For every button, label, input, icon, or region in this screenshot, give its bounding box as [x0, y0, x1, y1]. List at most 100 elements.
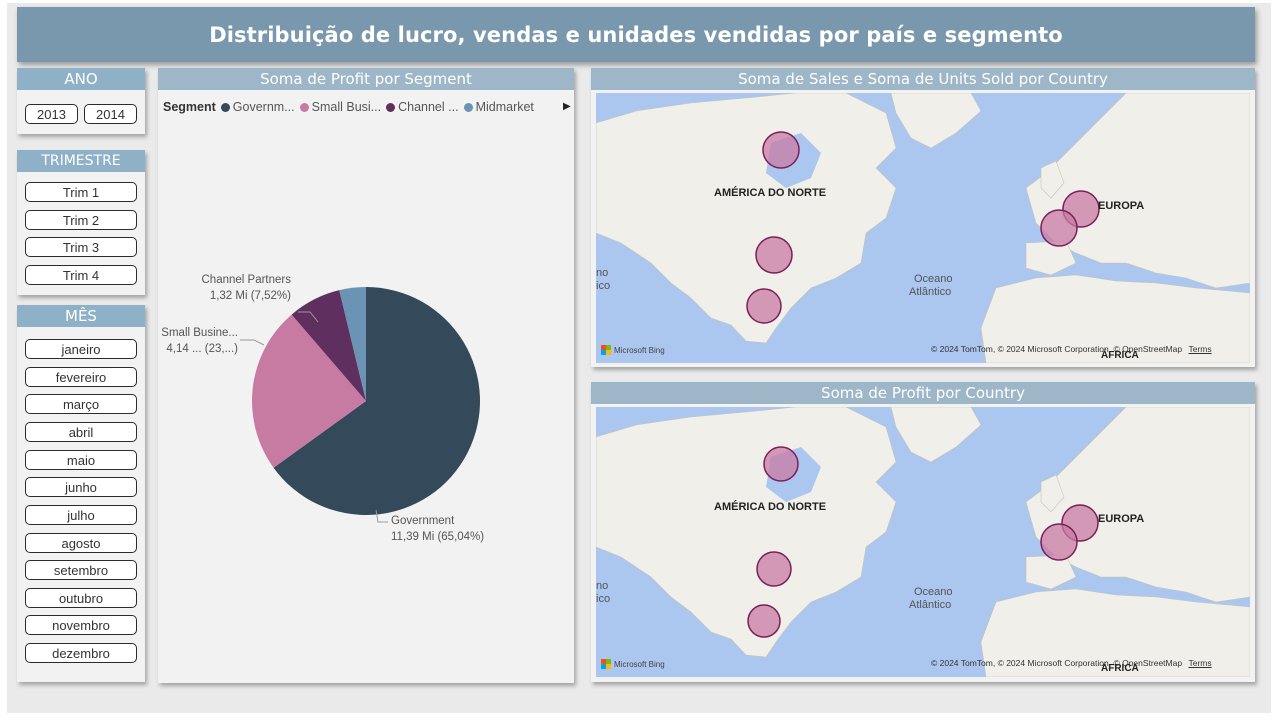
slicer-item-trim1[interactable]: Trim 1: [25, 182, 137, 202]
legend-item-government[interactable]: Governm...: [220, 100, 295, 114]
map-sales-label-america: AMÉRICA DO NORTE: [714, 187, 827, 199]
legend-label-small-business: Small Busi...: [311, 100, 382, 114]
map-sales-label-oceano: Oceano: [914, 273, 953, 285]
slicer-ano: ANO 2013 2014: [17, 68, 145, 134]
map-profit-label-cut1: no: [596, 580, 609, 592]
legend-dot-government: [220, 102, 230, 112]
legend-next-arrow-icon[interactable]: ▶: [563, 101, 571, 112]
map-sales-attribution: © 2024 TomTom, © 2024 Microsoft Corporat…: [931, 344, 1212, 354]
bubble-usa[interactable]: [755, 236, 793, 274]
legend-item-midmarket[interactable]: Midmarket: [463, 100, 534, 114]
slicer-item-trim2[interactable]: Trim 2: [25, 210, 137, 230]
label-small-name: Small Busine...: [161, 327, 238, 339]
bing-logo: Microsoft Bing: [601, 345, 665, 355]
slicer-item-abril[interactable]: abril: [25, 422, 137, 442]
slicer-item-dezembro[interactable]: dezembro: [25, 643, 137, 663]
label-small-value: 4,14 ... (23,...): [166, 343, 238, 355]
slicer-item-outubro[interactable]: outubro: [25, 588, 137, 608]
map-profit-terms-link[interactable]: Terms: [1188, 658, 1212, 668]
bubble-canada[interactable]: [763, 446, 799, 482]
slicer-mes-title: MÊS: [17, 305, 145, 327]
slicer-trimestre-title: TRIMESTRE: [17, 150, 145, 172]
label-channel-value: 1,32 Mi (7,52%): [210, 290, 291, 302]
slicer-item-janeiro[interactable]: janeiro: [25, 339, 137, 359]
legend-label-government: Governm...: [232, 100, 295, 114]
map-profit-title: Soma de Profit por Country: [591, 382, 1255, 404]
label-government-value: 11,39 Mi (65,04%): [391, 531, 484, 543]
slicer-mes: MÊS janeiro fevereiro março abril maio j…: [17, 305, 145, 682]
north-america-land: [596, 407, 897, 658]
slicer-item-2014[interactable]: 2014: [84, 104, 137, 124]
bubble-mexico[interactable]: [747, 604, 781, 638]
map-profit-canvas[interactable]: AMÉRICA DO NORTE EUROPA Oceano Atlântico…: [596, 407, 1250, 677]
pie-slice-small-business[interactable]: [251, 314, 366, 468]
map-profit-label-cut2: ico: [596, 593, 611, 605]
map-sales-visual[interactable]: Soma de Sales e Soma de Units Sold por C…: [591, 68, 1255, 367]
map-profit-attribution: © 2024 TomTom, © 2024 Microsoft Corporat…: [931, 658, 1212, 668]
map-sales-canvas[interactable]: AMÉRICA DO NORTE EUROPA Oceano Atlântico…: [596, 93, 1250, 363]
legend-dot-channel: [386, 102, 396, 112]
bing-logo: Microsoft Bing: [601, 659, 665, 669]
bing-label: Microsoft Bing: [614, 659, 665, 669]
legend-dot-small-business: [299, 102, 309, 112]
map-profit-label-atlantico: Atlântico: [909, 599, 952, 611]
bubble-usa[interactable]: [756, 551, 792, 587]
label-government-name: Government: [391, 515, 455, 527]
map-profit-label-europa: EUROPA: [1098, 513, 1145, 525]
bubble-france[interactable]: [1040, 209, 1078, 247]
slicer-item-maio[interactable]: maio: [25, 450, 137, 470]
uk-land: [1040, 160, 1065, 199]
map-sales-attribution-text: © 2024 TomTom, © 2024 Microsoft Corporat…: [931, 344, 1183, 354]
map-profit-attribution-text: © 2024 TomTom, © 2024 Microsoft Corporat…: [931, 658, 1183, 668]
map-sales-title: Soma de Sales e Soma de Units Sold por C…: [591, 68, 1255, 90]
africa-land: [980, 274, 1250, 363]
slicer-item-trim3[interactable]: Trim 3: [25, 237, 137, 257]
slicer-item-setembro[interactable]: setembro: [25, 560, 137, 580]
slicer-item-trim4[interactable]: Trim 4: [25, 265, 137, 285]
map-profit-geography: [596, 407, 1250, 677]
slicer-item-marco[interactable]: março: [25, 394, 137, 414]
legend-item-small-business[interactable]: Small Busi...: [299, 100, 382, 114]
slicer-item-junho[interactable]: junho: [25, 477, 137, 497]
map-sales-terms-link[interactable]: Terms: [1188, 344, 1212, 354]
slicer-item-novembro[interactable]: novembro: [25, 615, 137, 635]
pie-visual[interactable]: Soma de Profit por Segment Segment Gover…: [158, 68, 574, 683]
legend-label-midmarket: Midmarket: [475, 100, 534, 114]
slicer-trimestre: TRIMESTRE Trim 1 Trim 2 Trim 3 Trim 4: [17, 150, 145, 295]
pie-slice-midmarket[interactable]: [339, 287, 366, 401]
map-sales-label-atlantico: Atlântico: [909, 286, 952, 298]
greenland-land: [890, 407, 982, 463]
slicer-item-agosto[interactable]: agosto: [25, 533, 137, 553]
pie-slice-government[interactable]: [273, 287, 480, 515]
map-sales-geography: [596, 93, 1250, 363]
map-profit-label-america: AMÉRICA DO NORTE: [714, 501, 827, 513]
map-profit-label-africa: ÁFRICA: [1101, 663, 1139, 674]
pie-legend: Segment Governm... Small Busi... Channel…: [163, 100, 571, 114]
map-sales-label-europa: EUROPA: [1098, 200, 1145, 212]
legend-title: Segment: [163, 100, 216, 114]
pie-slice-channel-partners[interactable]: [291, 290, 366, 401]
leader-line-small: [240, 339, 265, 346]
map-sales-label-cut2: ico: [596, 280, 611, 292]
greenland-land: [890, 93, 982, 149]
pie-visual-title: Soma de Profit por Segment: [158, 68, 574, 90]
map-sales-label-cut1: no: [596, 267, 609, 279]
north-america-land: [596, 93, 897, 344]
slicer-item-julho[interactable]: julho: [25, 505, 137, 525]
report-title: Distribuição de lucro, vendas e unidades…: [209, 22, 1063, 47]
bubble-canada[interactable]: [762, 131, 800, 169]
report-title-bar: Distribuição de lucro, vendas e unidades…: [17, 7, 1255, 62]
bing-label: Microsoft Bing: [614, 345, 665, 355]
legend-dot-midmarket: [463, 102, 473, 112]
slicer-item-fevereiro[interactable]: fevereiro: [25, 367, 137, 387]
bubble-france[interactable]: [1040, 523, 1078, 561]
legend-item-channel[interactable]: Channel ...: [386, 100, 459, 114]
leader-line-government: [375, 509, 388, 523]
map-profit-visual[interactable]: Soma de Profit por Country AMÉRICA DO NO…: [591, 382, 1255, 682]
slicer-item-2013[interactable]: 2013: [25, 104, 78, 124]
bubble-mexico[interactable]: [746, 288, 782, 324]
slicer-ano-title: ANO: [17, 68, 145, 90]
africa-land: [980, 588, 1250, 677]
microsoft-logo-icon: [601, 345, 611, 355]
uk-land: [1040, 474, 1065, 513]
